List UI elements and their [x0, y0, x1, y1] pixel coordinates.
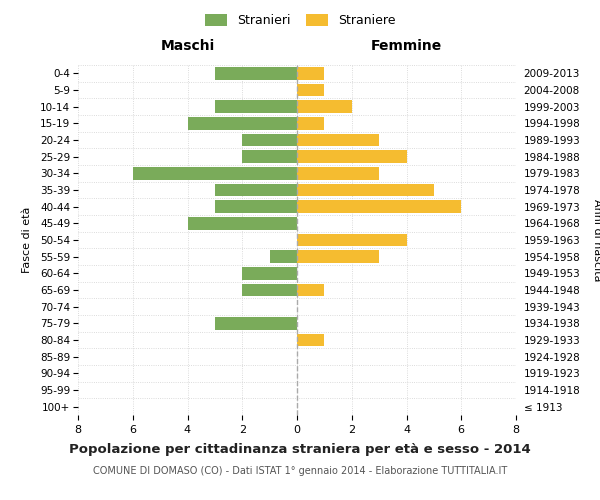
Text: COMUNE DI DOMASO (CO) - Dati ISTAT 1° gennaio 2014 - Elaborazione TUTTITALIA.IT: COMUNE DI DOMASO (CO) - Dati ISTAT 1° ge… [93, 466, 507, 476]
Bar [242, 267, 297, 280]
Bar [297, 84, 325, 96]
Bar [297, 334, 325, 346]
Bar [215, 67, 297, 80]
Bar [242, 134, 297, 146]
Bar [242, 150, 297, 163]
Bar [297, 117, 325, 130]
Bar [242, 284, 297, 296]
Text: Popolazione per cittadinanza straniera per età e sesso - 2014: Popolazione per cittadinanza straniera p… [69, 442, 531, 456]
Bar [297, 100, 352, 113]
Bar [215, 200, 297, 213]
Legend: Stranieri, Straniere: Stranieri, Straniere [205, 14, 395, 27]
Y-axis label: Anni di nascita: Anni di nascita [592, 198, 600, 281]
Bar [297, 250, 379, 263]
Bar [188, 217, 297, 230]
Bar [297, 167, 379, 179]
Bar [297, 150, 407, 163]
Text: Femmine: Femmine [371, 40, 442, 54]
Bar [297, 134, 379, 146]
Text: Maschi: Maschi [160, 40, 215, 54]
Y-axis label: Fasce di età: Fasce di età [22, 207, 32, 273]
Bar [133, 167, 297, 179]
Bar [215, 317, 297, 330]
Bar [188, 117, 297, 130]
Bar [297, 200, 461, 213]
Bar [215, 100, 297, 113]
Bar [269, 250, 297, 263]
Bar [297, 284, 325, 296]
Bar [297, 184, 434, 196]
Bar [297, 234, 407, 246]
Bar [297, 67, 325, 80]
Bar [215, 184, 297, 196]
